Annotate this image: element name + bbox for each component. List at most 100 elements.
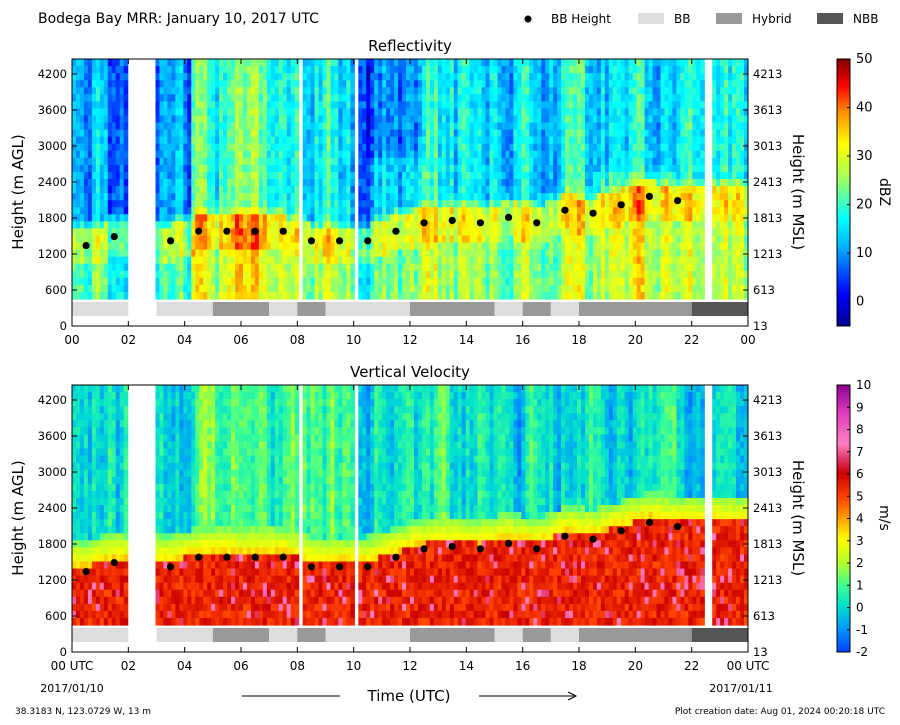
- field-cell: [445, 207, 451, 215]
- field-cell: [330, 179, 336, 187]
- field-cell: [79, 80, 85, 88]
- field-cell: [577, 256, 582, 265]
- field-cell: [505, 186, 511, 194]
- field-cell: [521, 115, 526, 124]
- field-cell: [115, 66, 121, 74]
- field-cell: [163, 115, 169, 124]
- field-cell: [167, 284, 173, 293]
- field-cell: [449, 242, 455, 251]
- field-cell: [378, 214, 383, 222]
- field-cell: [584, 101, 590, 110]
- field-cell: [481, 59, 487, 67]
- field-cell: [278, 221, 284, 230]
- field-cell: [338, 115, 343, 124]
- field-cell: [445, 214, 451, 222]
- field-cell: [207, 291, 212, 300]
- field-cell: [417, 179, 423, 187]
- field-cell: [509, 193, 514, 201]
- field-cell: [501, 200, 507, 208]
- field-cell: [573, 150, 578, 159]
- field-cell: [660, 87, 666, 95]
- field-cell: [274, 122, 280, 131]
- field-cell: [628, 143, 634, 152]
- field-cell: [72, 157, 77, 166]
- field-cell: [250, 193, 256, 201]
- field-cell: [278, 186, 284, 194]
- field-cell: [668, 66, 674, 74]
- field-cell: [417, 87, 423, 95]
- field-cell: [569, 263, 574, 272]
- field-cell: [584, 87, 590, 95]
- legend-swatch: [817, 13, 843, 24]
- field-cell: [175, 136, 180, 145]
- field-cell: [449, 200, 455, 208]
- field-cell: [163, 186, 169, 194]
- field-cell: [326, 270, 332, 279]
- field-cell: [509, 263, 514, 272]
- field-cell: [529, 228, 534, 237]
- field-cell: [481, 150, 487, 159]
- field-cell: [258, 263, 264, 272]
- field-cell: [302, 108, 308, 117]
- field-cell: [660, 214, 666, 222]
- field-cell: [115, 80, 121, 88]
- field-cell: [517, 164, 522, 173]
- field-cell: [175, 284, 180, 293]
- field-cell: [616, 164, 622, 173]
- field-cell: [270, 186, 276, 194]
- field-cell: [155, 136, 161, 145]
- field-cell: [346, 59, 351, 67]
- field-cell: [235, 214, 240, 222]
- field-cell: [398, 94, 403, 102]
- field-cell: [203, 214, 208, 222]
- field-cell: [167, 73, 173, 81]
- field-cell: [588, 179, 594, 187]
- field-cell: [461, 143, 467, 152]
- field-cell: [72, 256, 77, 265]
- field-cell: [239, 179, 244, 187]
- field-cell: [437, 150, 443, 159]
- field-cell: [119, 101, 125, 110]
- field-cell: [346, 193, 351, 201]
- field-cell: [250, 94, 256, 102]
- field-cell: [457, 284, 463, 293]
- field-cell: [83, 284, 89, 293]
- field-cell: [648, 256, 654, 265]
- field-cell: [672, 164, 678, 173]
- field-cell: [175, 263, 180, 272]
- field-cell: [310, 136, 316, 145]
- field-cell: [278, 277, 284, 286]
- field-cell: [282, 207, 288, 215]
- field-cell: [322, 87, 328, 95]
- field-cell: [155, 270, 161, 279]
- field-cell: [115, 59, 121, 67]
- field-cell: [278, 94, 284, 102]
- field-cell: [322, 263, 328, 272]
- field-cell: [509, 80, 514, 88]
- field-cell: [525, 157, 530, 166]
- field-cell: [310, 129, 316, 138]
- field-cell: [334, 115, 340, 124]
- field-cell: [195, 249, 200, 258]
- field-cell: [72, 228, 77, 237]
- field-cell: [290, 101, 296, 110]
- field-cell: [588, 242, 594, 251]
- field-cell: [223, 214, 228, 222]
- field-cell: [501, 59, 507, 67]
- field-cell: [561, 270, 566, 279]
- field-cell: [672, 87, 678, 95]
- field-cell: [469, 129, 475, 138]
- field-cell: [525, 242, 530, 251]
- field-cell: [406, 115, 411, 124]
- field-cell: [342, 143, 347, 152]
- field-cell: [282, 171, 288, 180]
- field-cell: [191, 284, 196, 293]
- field-cell: [398, 157, 403, 166]
- field-cell: [119, 256, 125, 265]
- field-cell: [413, 87, 419, 95]
- field-cell: [215, 129, 220, 138]
- field-cell: [481, 235, 487, 244]
- field-cell: [386, 235, 391, 244]
- field-cell: [370, 150, 375, 159]
- field-cell: [421, 115, 427, 124]
